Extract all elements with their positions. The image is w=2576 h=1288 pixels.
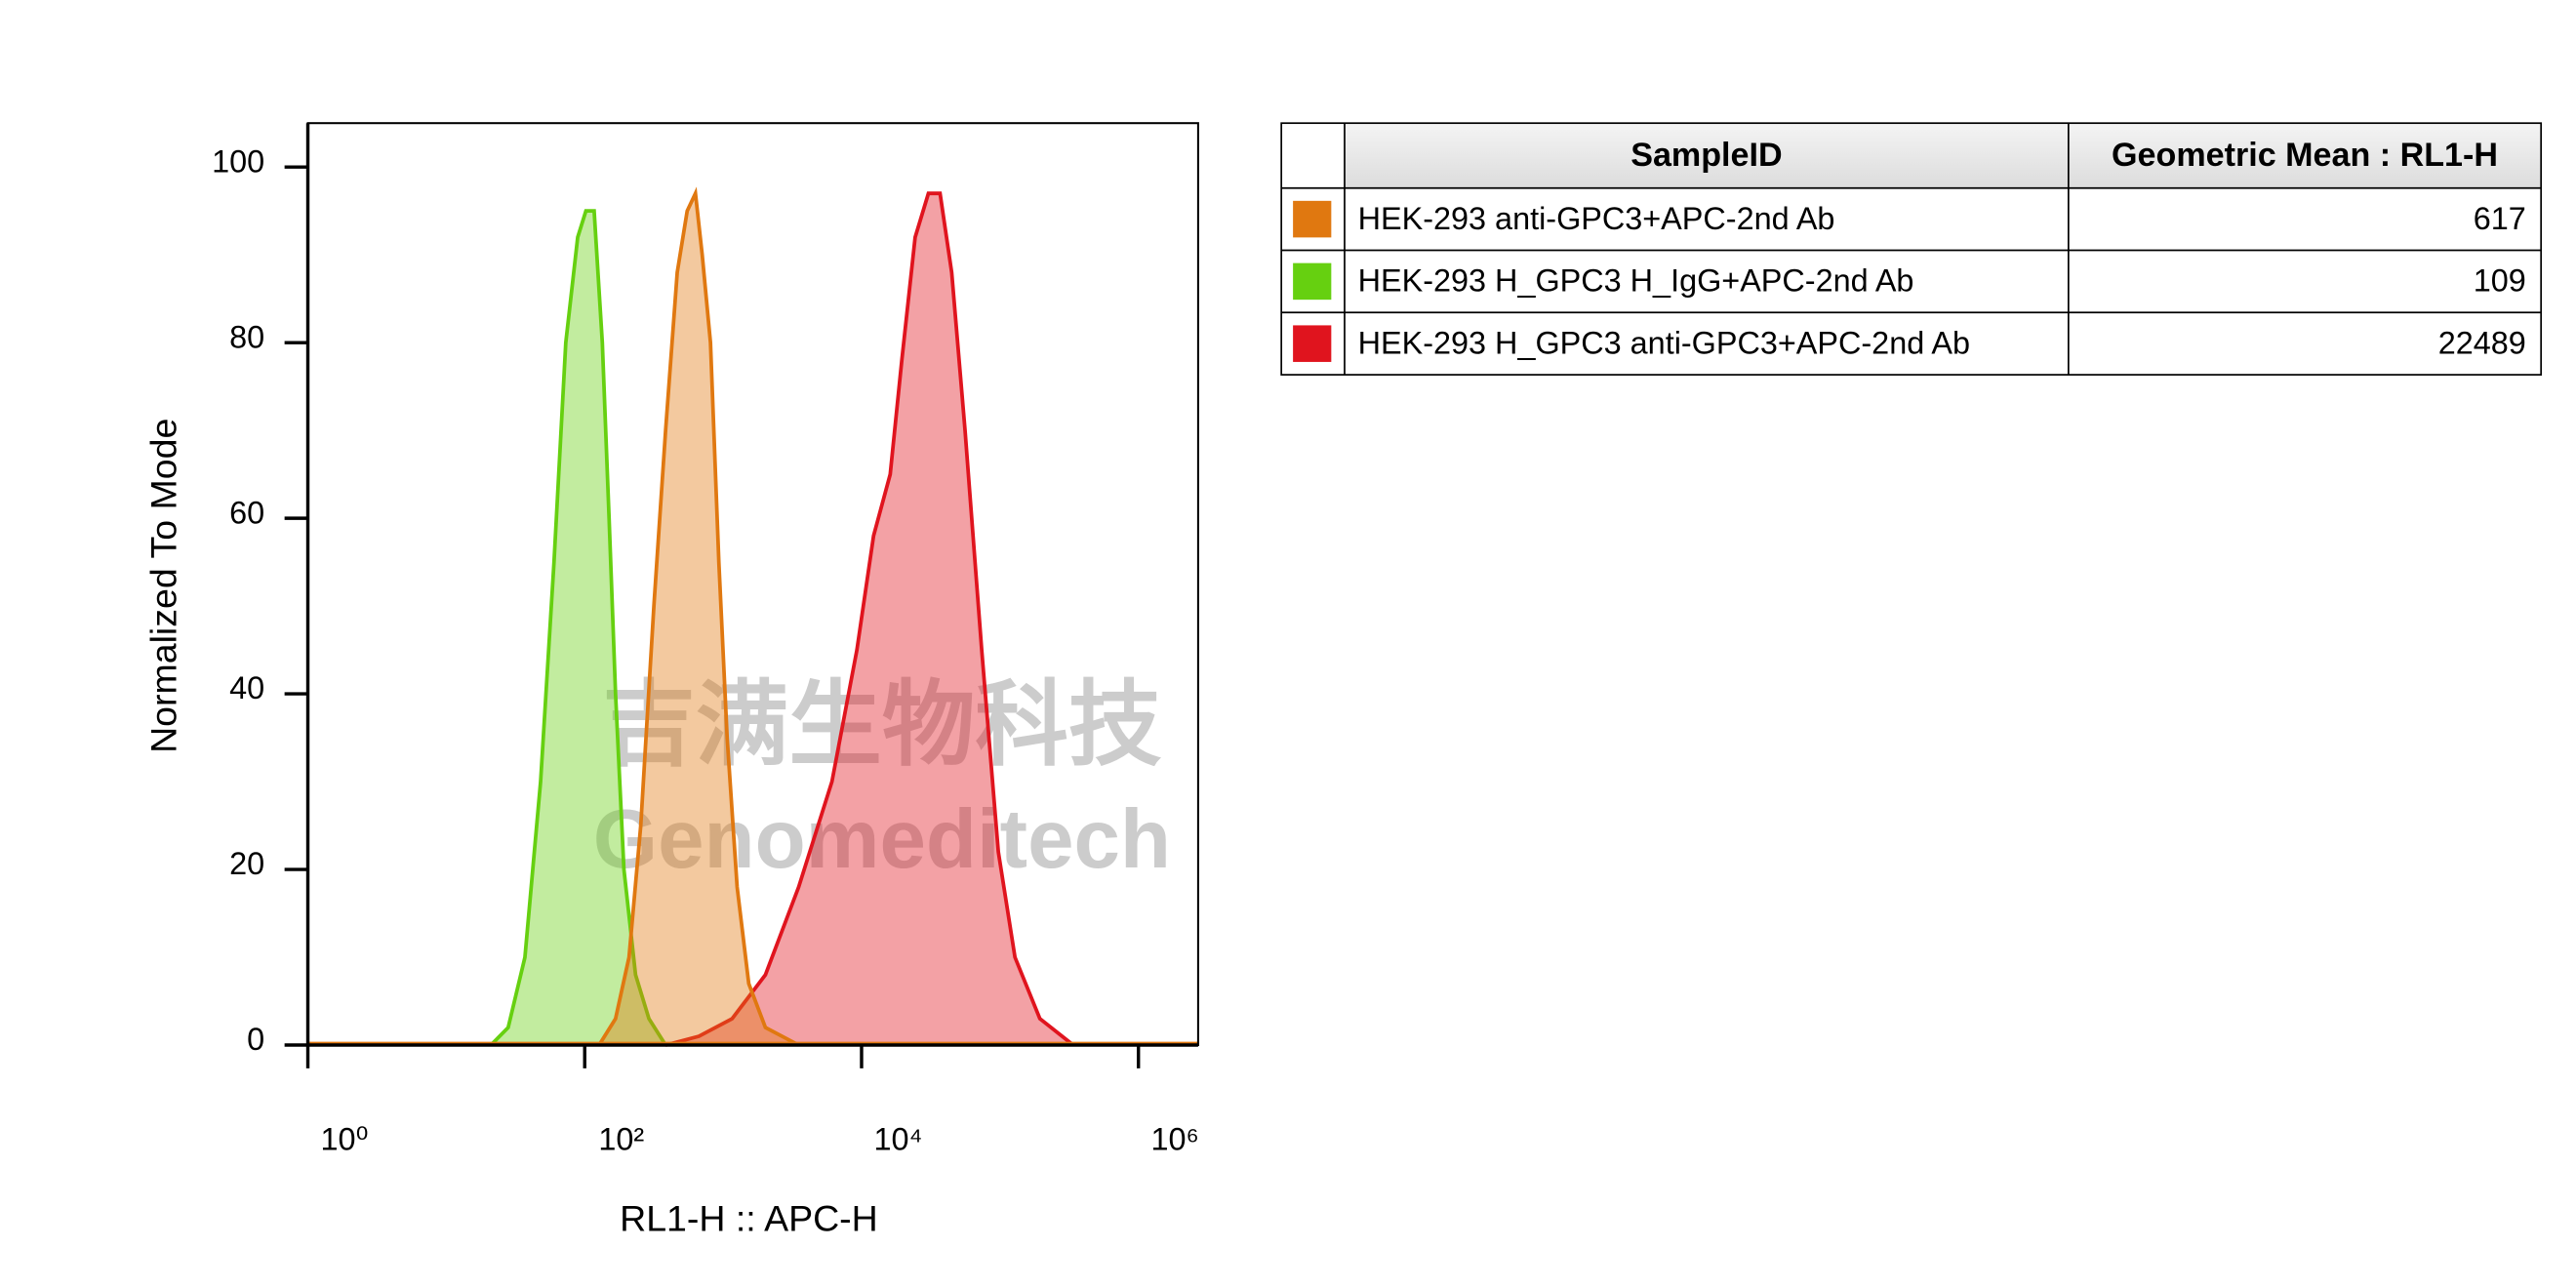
legend-label: HEK-293 H_GPC3 H_IgG+APC-2nd Ab: [1358, 263, 1914, 299]
y-tick-label: 80: [229, 319, 264, 354]
y-tick-label: 40: [229, 670, 264, 705]
y-tick-label: 0: [247, 1022, 264, 1057]
histogram-area: [665, 193, 1073, 1046]
watermark-cn: 吉满生物科技: [602, 674, 1162, 778]
y-tick-label: 60: [229, 495, 264, 530]
histogram-line: [489, 209, 667, 1047]
geometric-mean: 109: [2474, 263, 2526, 299]
histogram-line: [597, 186, 800, 1047]
legend-swatch: [1293, 262, 1332, 301]
histogram-area: [598, 193, 799, 1046]
y-tick-label: 20: [229, 846, 264, 881]
geometric-mean: 22489: [2438, 325, 2526, 360]
legend-swatch: [1293, 200, 1332, 238]
y-axis-title: Normalized To Mode: [142, 419, 183, 753]
x-axis-title: RL1-H :: APC-H: [620, 1198, 878, 1239]
legend-label: HEK-293 anti-GPC3+APC-2nd Ab: [1358, 201, 1835, 236]
y-tick-label: 100: [212, 143, 264, 179]
x-tick-label: 10⁶: [1151, 1121, 1199, 1156]
table-header: SampleID: [1630, 137, 1782, 174]
x-tick-label: 10⁰: [321, 1121, 369, 1156]
legend-swatch: [1293, 325, 1332, 362]
x-tick-label: 10²: [598, 1121, 644, 1156]
table-header: Geometric Mean : RL1-H: [2112, 137, 2498, 174]
plot-frame: [306, 122, 1199, 1047]
histogram-line: [664, 191, 1075, 1047]
x-tick-label: 10⁴: [874, 1121, 923, 1156]
watermark-en: Genomeditech: [593, 793, 1171, 886]
legend-label: HEK-293 H_GPC3 anti-GPC3+APC-2nd Ab: [1358, 325, 1970, 360]
table-frame: [1280, 122, 2543, 376]
geometric-mean: 617: [2474, 201, 2526, 236]
table-header-bg: [1344, 123, 2542, 188]
legend-table: SampleID Geometric Mean : RL1-H HEK-293 an…: [1280, 122, 2543, 376]
